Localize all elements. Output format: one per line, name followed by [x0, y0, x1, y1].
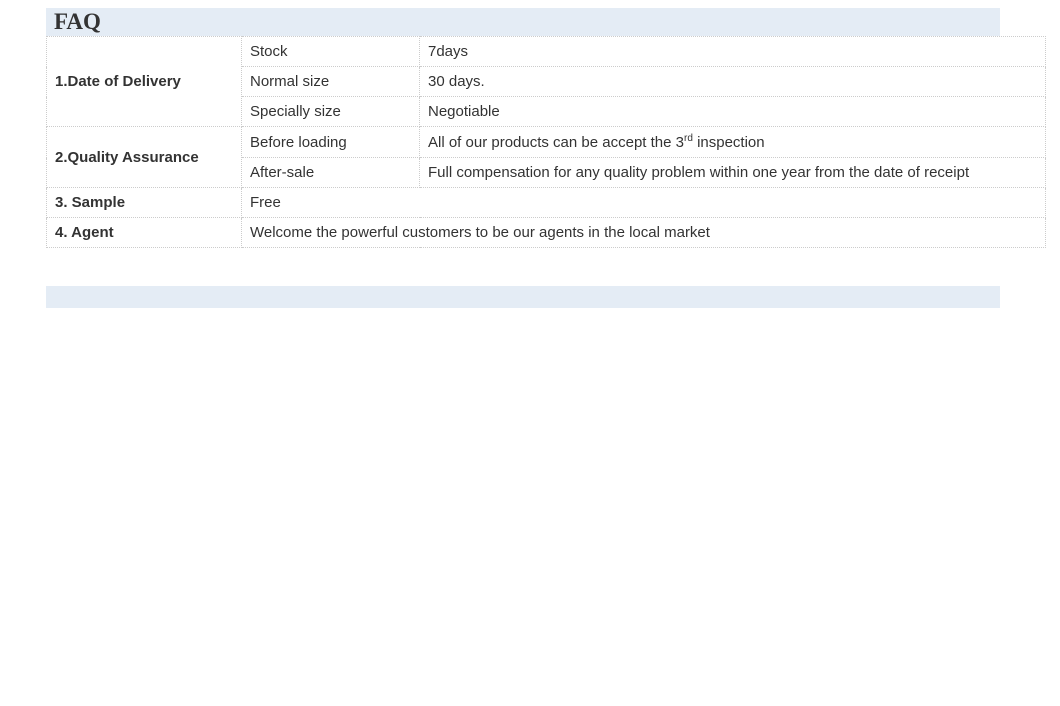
row-label-agent: 4. Agent: [47, 218, 242, 248]
faq-table: 1.Date of Delivery Stock 7days Normal si…: [46, 36, 1046, 248]
footer-bar: [46, 286, 1000, 308]
cell-sub-key: Before loading: [242, 127, 420, 158]
faq-header: FAQ: [46, 8, 1000, 36]
table-row: 1.Date of Delivery Stock 7days: [47, 37, 1046, 67]
row-label-delivery: 1.Date of Delivery: [47, 37, 242, 127]
cell-sub-value: 7days: [420, 37, 1046, 67]
row-label-quality: 2.Quality Assurance: [47, 127, 242, 188]
cell-sub-key: After-sale: [242, 158, 420, 188]
table-row: 2.Quality Assurance Before loading All o…: [47, 127, 1046, 158]
cell-value: Free: [242, 188, 1046, 218]
faq-title: FAQ: [54, 9, 101, 35]
cell-sub-value: All of our products can be accept the 3r…: [420, 127, 1046, 158]
table-row: 4. Agent Welcome the powerful customers …: [47, 218, 1046, 248]
cell-sub-key: Normal size: [242, 67, 420, 97]
cell-sub-value: 30 days.: [420, 67, 1046, 97]
cell-sub-key: Stock: [242, 37, 420, 67]
cell-value: Welcome the powerful customers to be our…: [242, 218, 1046, 248]
row-label-sample: 3. Sample: [47, 188, 242, 218]
cell-sub-value: Negotiable: [420, 97, 1046, 127]
cell-sub-value: Full compensation for any quality proble…: [420, 158, 1046, 188]
table-row: 3. Sample Free: [47, 188, 1046, 218]
cell-sub-key: Specially size: [242, 97, 420, 127]
